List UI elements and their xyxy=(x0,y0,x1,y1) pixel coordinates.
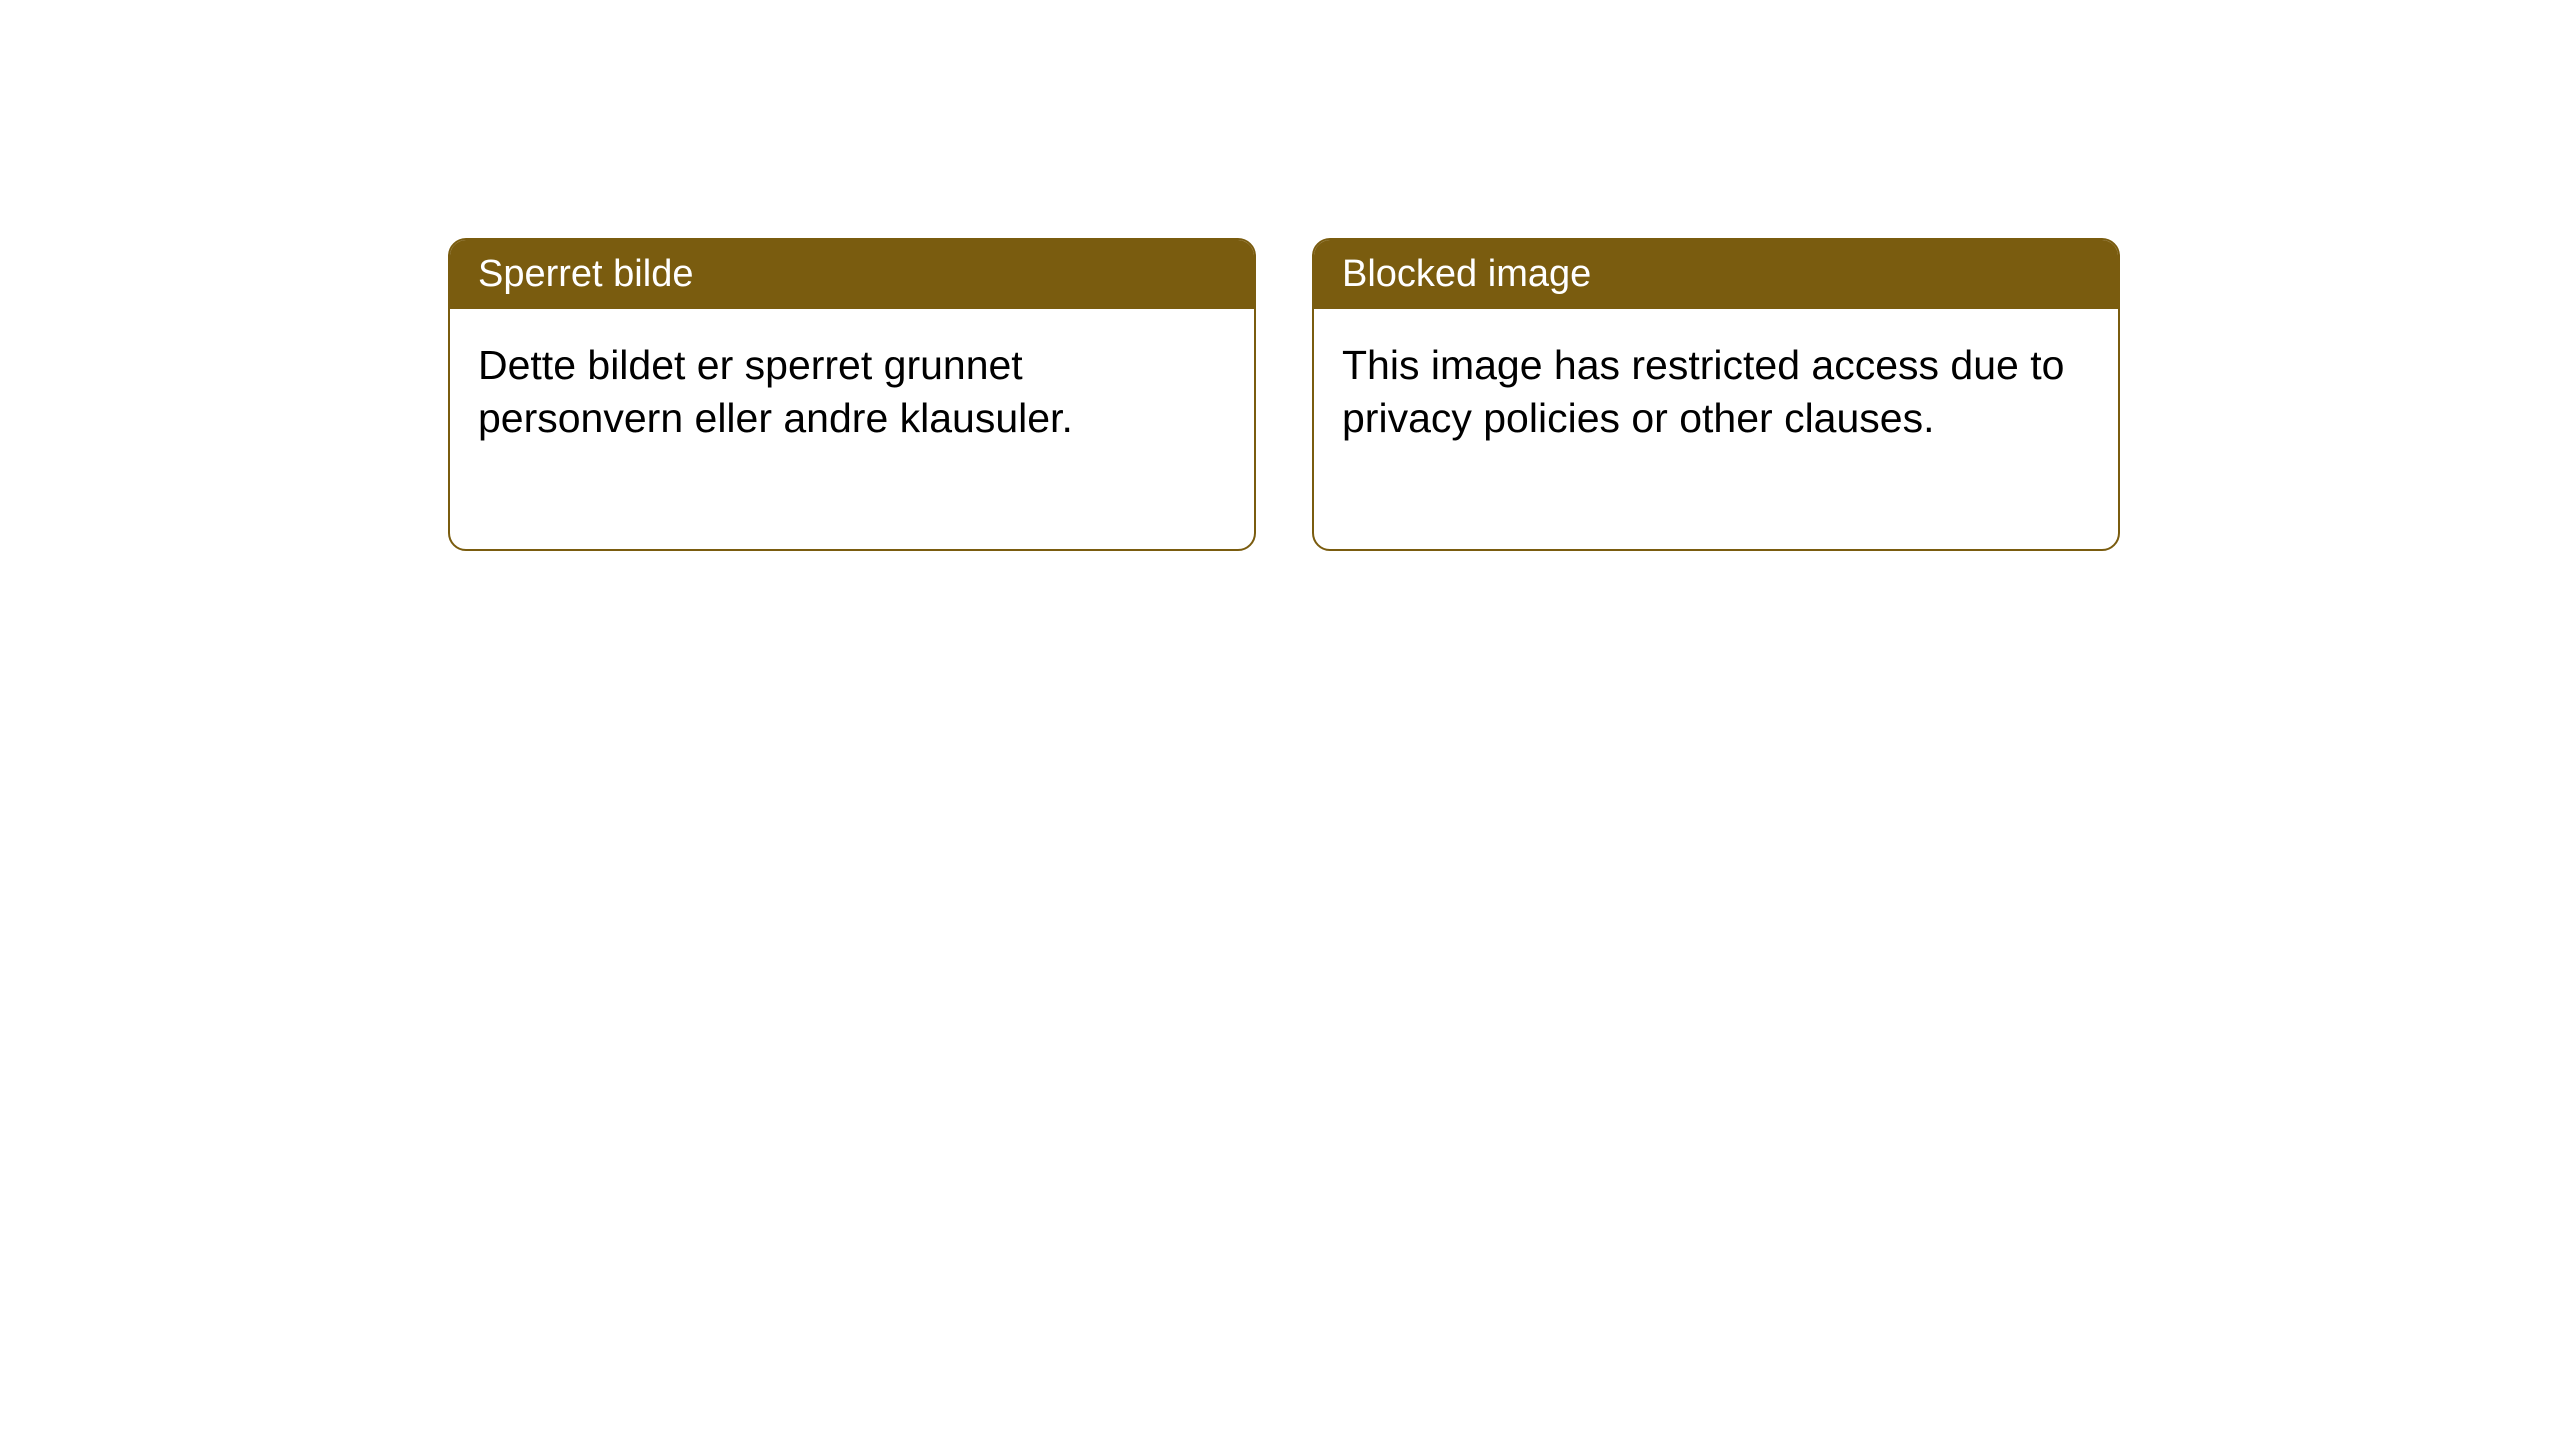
notice-box-english: Blocked image This image has restricted … xyxy=(1312,238,2120,551)
notice-box-norwegian: Sperret bilde Dette bildet er sperret gr… xyxy=(448,238,1256,551)
notice-container: Sperret bilde Dette bildet er sperret gr… xyxy=(0,0,2560,551)
notice-header: Sperret bilde xyxy=(450,240,1254,309)
notice-body: Dette bildet er sperret grunnet personve… xyxy=(450,309,1254,549)
notice-header: Blocked image xyxy=(1314,240,2118,309)
notice-body: This image has restricted access due to … xyxy=(1314,309,2118,549)
